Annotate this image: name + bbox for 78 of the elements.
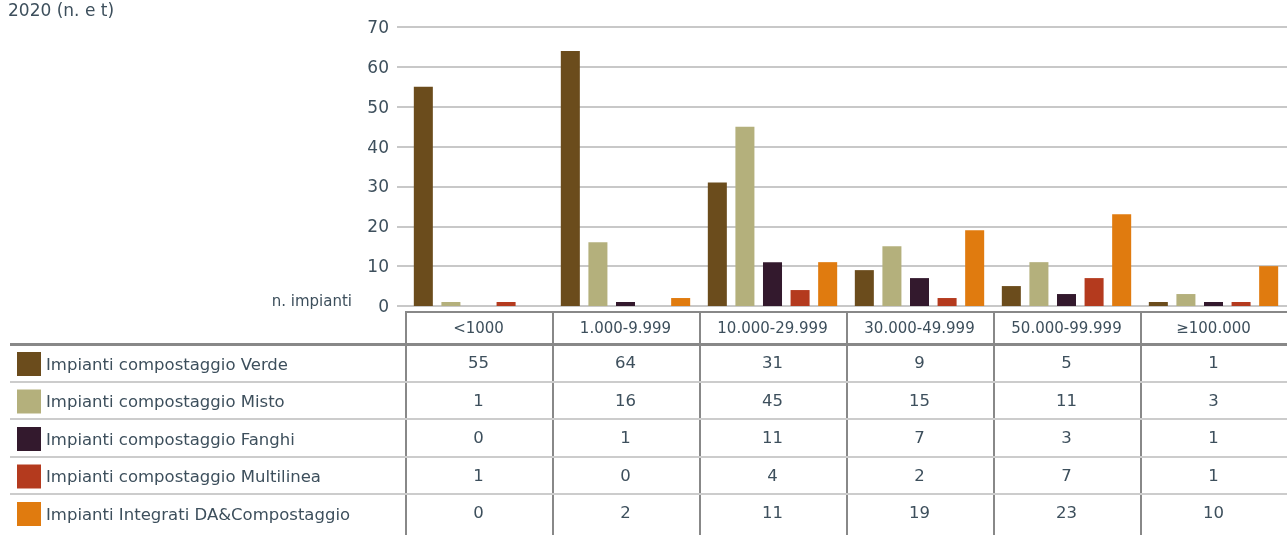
data-label: 7 [1060, 465, 1073, 485]
x-tick-label: 10.000-29.999 [717, 318, 828, 337]
data-label: 45 [761, 390, 784, 410]
data-label: 1 [1207, 465, 1220, 485]
y-tick-label: 40 [367, 136, 389, 157]
bar [882, 246, 902, 306]
y-axis-title: n. impianti [271, 292, 352, 310]
y-tick-label: 50 [367, 96, 389, 117]
bar [1148, 302, 1168, 306]
data-label: 1 [1207, 353, 1220, 372]
data-label: 0 [472, 428, 485, 447]
data-label: 7 [913, 428, 926, 447]
bar [965, 230, 985, 306]
x-tick-label: <1000 [453, 318, 504, 337]
bar [1001, 286, 1021, 306]
bar [1056, 294, 1077, 306]
bar [441, 302, 461, 306]
bar [671, 298, 691, 306]
data-label: 11 [761, 428, 784, 447]
data-label: 55 [467, 353, 490, 372]
bar [762, 262, 783, 306]
y-tick-label: 30 [367, 176, 389, 197]
bar [1203, 302, 1224, 306]
bar [909, 278, 930, 306]
x-tick-label: 50.000-99.999 [1011, 318, 1122, 337]
data-label: 2 [619, 503, 632, 522]
data-label: 1 [1207, 428, 1220, 447]
data-label: 3 [1207, 390, 1220, 410]
x-tick-label: ≥100.000 [1176, 318, 1251, 337]
x-tick-label: 1.000-9.999 [579, 318, 672, 337]
bar [854, 270, 874, 306]
bar [413, 86, 433, 306]
data-label: 15 [908, 390, 931, 410]
bar [1084, 278, 1104, 306]
data-label: 31 [761, 353, 784, 372]
data-label: 4 [766, 465, 779, 485]
data-label: 11 [1055, 390, 1078, 410]
legend-label: Impianti compostaggio Multilinea [46, 467, 321, 486]
y-tick-label: 10 [367, 256, 389, 277]
y-tick-label: 70 [367, 17, 389, 37]
data-label: 23 [1055, 503, 1078, 522]
data-label: 5 [1060, 353, 1073, 372]
legend-label: Impianti compostaggio Verde [46, 354, 288, 374]
y-tick-label: 0 [378, 296, 389, 316]
y-tick-label: 60 [367, 56, 389, 77]
bar [615, 302, 636, 306]
bar [707, 182, 727, 306]
bar [790, 290, 810, 306]
bar [1112, 214, 1132, 306]
data-label: 10 [1202, 503, 1225, 522]
bar [588, 242, 608, 306]
bar [1231, 302, 1251, 306]
bar [1176, 294, 1196, 306]
data-label: 2 [913, 465, 926, 485]
data-label: 64 [614, 353, 637, 372]
data-label: 1 [619, 428, 632, 447]
text: 2020 (n. e t) [8, 0, 115, 20]
data-label: 19 [908, 503, 931, 522]
bar [496, 302, 516, 306]
data-label: 1 [472, 465, 485, 485]
data-label: 0 [472, 503, 485, 522]
legend-label: Impianti compostaggio Fanghi [46, 429, 295, 449]
data-label: 0 [619, 465, 632, 485]
legend-label: Impianti compostaggio Misto [46, 392, 285, 411]
data-label: 1 [472, 390, 485, 410]
bar [1259, 266, 1279, 306]
bar [1029, 262, 1049, 306]
legend-label: Impianti Integrati DA&Compostaggio [46, 504, 351, 524]
bar [735, 126, 755, 306]
bar [818, 262, 838, 306]
y-tick-label: 20 [367, 216, 389, 237]
data-label: 11 [761, 503, 784, 522]
data-label: 3 [1060, 428, 1073, 447]
data-label: 9 [913, 353, 926, 372]
data-label: 16 [614, 390, 637, 410]
bar [937, 298, 957, 306]
x-tick-label: 30.000-49.999 [864, 318, 975, 337]
bar [560, 50, 580, 306]
